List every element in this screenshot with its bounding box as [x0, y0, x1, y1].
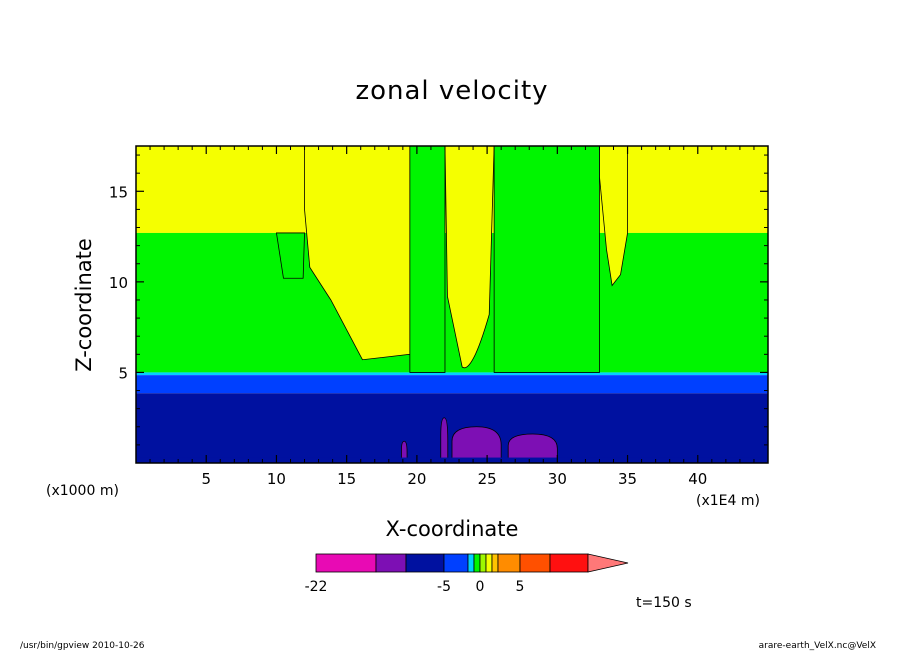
x-tick-label: 25	[478, 470, 497, 488]
colorbar-segment	[315, 553, 377, 573]
contour-field	[136, 146, 768, 463]
colorbar-segment	[479, 553, 487, 573]
x-tick-label: 35	[618, 470, 637, 488]
colorbar-extension	[587, 553, 629, 573]
center-green-column	[409, 146, 446, 373]
colorbar-tick-label: 5	[516, 579, 525, 595]
x-tick-label: 10	[267, 470, 286, 488]
right-green-column	[493, 146, 600, 373]
colorbar: -22 -5 0 5	[305, 553, 629, 595]
colorbar-segment	[405, 553, 445, 573]
colorbar-segment	[491, 553, 499, 573]
colorbar-segment	[485, 553, 493, 573]
ground-band	[136, 457, 768, 463]
x-unit-right: (x1E4 m)	[696, 493, 760, 509]
x-tick-label: 40	[688, 470, 707, 488]
transition-band-0	[136, 372, 768, 376]
colorbar-segment	[549, 553, 589, 573]
x-tick-label: 5	[201, 470, 211, 488]
x-tick-label: 30	[548, 470, 567, 488]
x-tick-label: 15	[337, 470, 356, 488]
colorbar-segment	[497, 553, 521, 573]
plot-frame	[135, 145, 769, 464]
y-tick-label: 15	[109, 183, 128, 201]
right-yellow-plume	[599, 146, 628, 287]
center-yellow-plume	[444, 146, 495, 369]
y-tick-label: 5	[118, 364, 128, 382]
colorbar-segment	[467, 553, 475, 573]
axis-ticks: 5 10 15 20 25 30 35 40 5 10 15	[109, 146, 768, 488]
chart-title: zonal velocity	[355, 76, 549, 106]
colorbar-tick-label: -5	[437, 579, 451, 595]
x-axis-label: X-coordinate	[385, 517, 519, 541]
left-green-pocket	[275, 232, 305, 279]
core-b	[507, 433, 558, 463]
core-d	[440, 417, 449, 463]
colorbar-segment	[473, 553, 481, 573]
colorbar-segment	[443, 553, 469, 573]
footer-right: arare-earth_VelX.nc@VelX	[758, 641, 876, 651]
time-label: t=150 s	[636, 595, 692, 611]
y-tick-label: 10	[109, 274, 128, 292]
colorbar-segment	[519, 553, 551, 573]
x-tick-label: 20	[407, 470, 426, 488]
x-unit-left: (x1000 m)	[46, 483, 119, 499]
y-axis-label: Z-coordinate	[72, 238, 96, 372]
colorbar-tick-label: -22	[305, 579, 328, 595]
core-a	[451, 426, 502, 463]
transition-band-1	[136, 375, 768, 394]
colorbar-tick-label: 0	[476, 579, 485, 595]
footer-left: /usr/bin/gpview 2010-10-26	[20, 641, 145, 651]
colorbar-segment	[375, 553, 407, 573]
